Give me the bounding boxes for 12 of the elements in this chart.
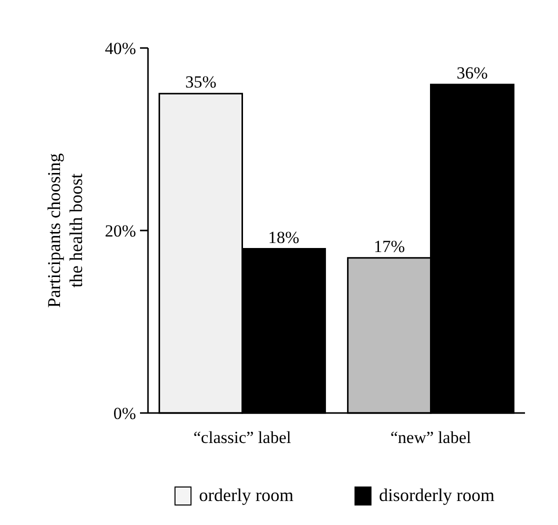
data-label: 36%: [456, 64, 488, 82]
y-tick-label: 20%: [104, 221, 136, 240]
legend-label: orderly room: [199, 485, 294, 505]
y-axis-title: Participants choosing the health boost: [44, 153, 86, 308]
data-label: 18%: [268, 228, 300, 247]
legend-label: disorderly room: [379, 485, 494, 505]
data-label: 17%: [374, 236, 405, 256]
x-tick-label: “new” label: [390, 428, 472, 447]
y-tick-label: 40%: [104, 38, 136, 58]
y-tick-label: 0%: [113, 404, 136, 423]
data-label: 35%: [185, 72, 216, 92]
x-tick-label: “classic” label: [193, 428, 292, 447]
